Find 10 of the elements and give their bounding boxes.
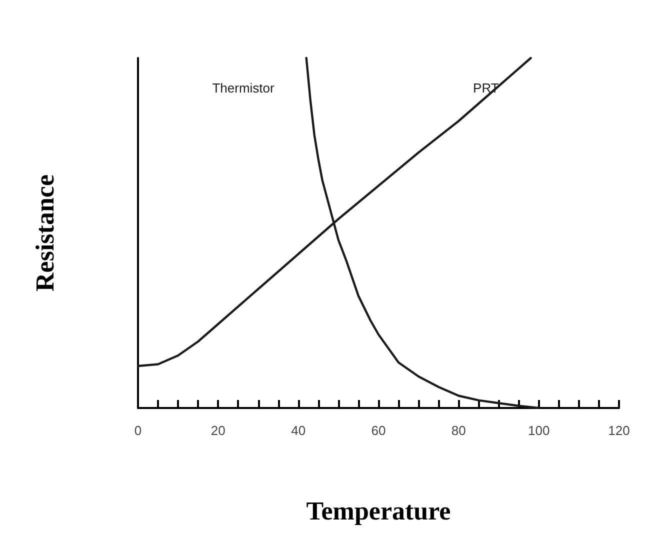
- x-tick-label: 100: [528, 423, 550, 438]
- x-tick-label: 120: [608, 423, 630, 438]
- y-axis-title: Resistance: [30, 174, 60, 292]
- x-tick-label: 0: [134, 423, 142, 438]
- x-tick-label: 60: [371, 423, 386, 438]
- x-tick-label: 40: [291, 423, 306, 438]
- x-axis-title: Temperature: [306, 496, 451, 526]
- text: Thermistor: [212, 80, 276, 96]
- x-tick-label: 20: [210, 423, 226, 438]
- x-tick-label: 80: [451, 423, 466, 438]
